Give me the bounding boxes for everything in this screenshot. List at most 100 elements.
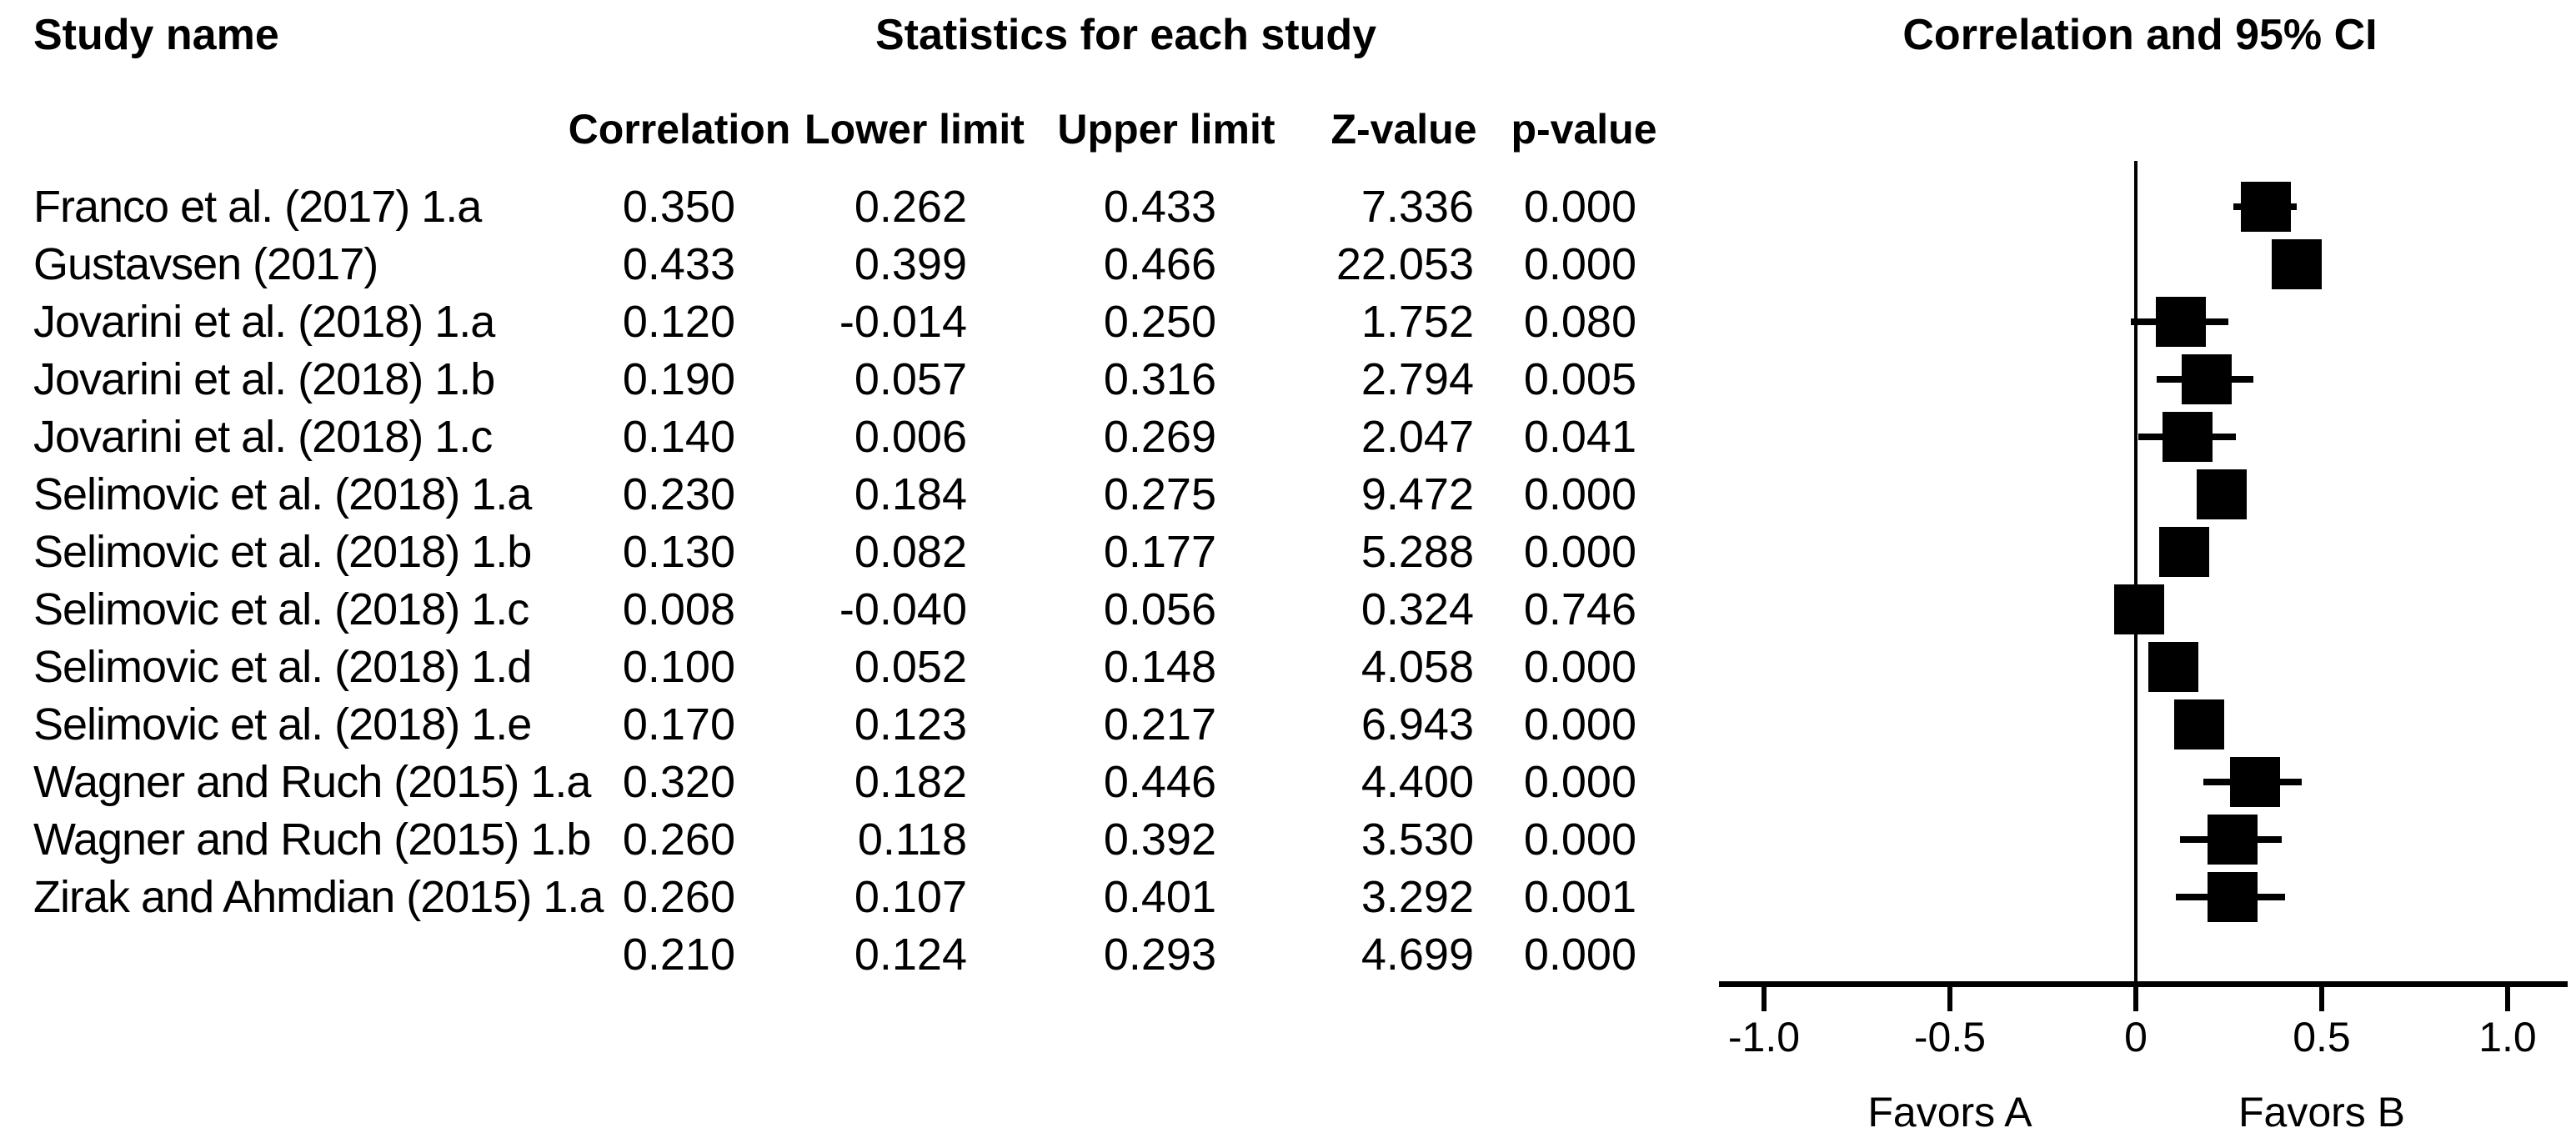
- point-estimate-square: [2163, 412, 2213, 462]
- statistics-section-title: Statistics for each study: [875, 11, 1377, 59]
- correlation-value: 0.350: [622, 182, 735, 232]
- column-header-p-value: p-value: [1511, 106, 1657, 153]
- correlation-value: 0.130: [622, 527, 735, 577]
- summary-row: 0.210 0.124 0.293 4.699 0.000: [0, 926, 1709, 983]
- z-value: 4.699: [1361, 930, 1474, 980]
- p-value: 0.000: [1523, 239, 1636, 289]
- lower-limit-value: 0.124: [854, 930, 967, 980]
- table-row: Wagner and Ruch (2015) 1.b 0.260 0.118 0…: [0, 811, 1709, 868]
- zero-reference-line: [2134, 161, 2137, 984]
- x-axis-tick: [2319, 984, 2324, 1011]
- p-value: 0.000: [1523, 815, 1636, 865]
- lower-limit-value: 0.082: [854, 527, 967, 577]
- p-value: 0.000: [1523, 757, 1636, 807]
- lower-limit-value: 0.107: [854, 872, 967, 922]
- table-row: Gustavsen (2017) 0.433 0.399 0.466 22.05…: [0, 236, 1709, 293]
- table-row: Jovarini et al. (2018) 1.c 0.140 0.006 0…: [0, 409, 1709, 465]
- correlation-value: 0.190: [622, 354, 735, 404]
- table-row: Selimovic et al. (2018) 1.d 0.100 0.052 …: [0, 639, 1709, 695]
- column-header-z-value: Z-value: [1331, 106, 1477, 153]
- upper-limit-value: 0.269: [1103, 412, 1216, 462]
- study-name: Wagner and Ruch (2015) 1.b: [33, 815, 591, 865]
- table-row: Zirak and Ahmdian (2015) 1.a 0.260 0.107…: [0, 869, 1709, 925]
- x-axis-tick-label: 0: [2124, 1014, 2148, 1060]
- table-row: Wagner and Ruch (2015) 1.a 0.320 0.182 0…: [0, 754, 1709, 810]
- p-value: 0.000: [1523, 642, 1636, 692]
- x-axis-tick-label: 1.0: [2478, 1014, 2537, 1060]
- x-axis-tick: [1947, 984, 1952, 1011]
- point-estimate-square: [2241, 182, 2292, 232]
- upper-limit-value: 0.056: [1103, 584, 1216, 634]
- point-estimate-square: [2272, 239, 2323, 289]
- correlation-value: 0.170: [622, 699, 735, 749]
- z-value: 4.400: [1361, 757, 1474, 807]
- p-value: 0.005: [1523, 354, 1636, 404]
- z-value: 0.324: [1361, 584, 1474, 634]
- study-name: Jovarini et al. (2018) 1.b: [33, 354, 495, 404]
- column-header-lower-limit: Lower limit: [804, 106, 1025, 153]
- upper-limit-value: 0.466: [1103, 239, 1216, 289]
- table-row: Selimovic et al. (2018) 1.a 0.230 0.184 …: [0, 466, 1709, 523]
- study-name: Selimovic et al. (2018) 1.c: [33, 584, 529, 634]
- p-value: 0.000: [1523, 930, 1636, 980]
- p-value: 0.000: [1523, 469, 1636, 519]
- table-row: Jovarini et al. (2018) 1.a 0.120 -0.014 …: [0, 293, 1709, 350]
- favors-b-label: Favors B: [2238, 1089, 2406, 1135]
- study-name: Zirak and Ahmdian (2015) 1.a: [33, 872, 604, 922]
- lower-limit-value: 0.262: [854, 182, 967, 232]
- upper-limit-value: 0.217: [1103, 699, 1216, 749]
- table-row: Franco et al. (2017) 1.a 0.350 0.262 0.4…: [0, 178, 1709, 235]
- correlation-value: 0.100: [622, 642, 735, 692]
- z-value: 7.336: [1361, 182, 1474, 232]
- study-name: Gustavsen (2017): [33, 239, 378, 289]
- correlation-value: 0.320: [622, 757, 735, 807]
- p-value: 0.001: [1523, 872, 1636, 922]
- point-estimate-square: [2113, 584, 2164, 634]
- z-value: 3.292: [1361, 872, 1474, 922]
- point-estimate-square: [2181, 354, 2232, 404]
- point-estimate-square: [2148, 642, 2198, 692]
- upper-limit-value: 0.446: [1103, 757, 1216, 807]
- z-value: 9.472: [1361, 469, 1474, 519]
- upper-limit-value: 0.148: [1103, 642, 1216, 692]
- point-estimate-square: [2196, 469, 2247, 519]
- study-name: Selimovic et al. (2018) 1.a: [33, 469, 532, 519]
- correlation-value: 0.120: [622, 297, 735, 347]
- z-value: 4.058: [1361, 642, 1474, 692]
- p-value: 0.080: [1523, 297, 1636, 347]
- z-value: 3.530: [1361, 815, 1474, 865]
- correlation-value: 0.210: [622, 930, 735, 980]
- correlation-value: 0.008: [622, 584, 735, 634]
- point-estimate-square: [2229, 757, 2280, 807]
- lower-limit-value: 0.184: [854, 469, 967, 519]
- study-name: Selimovic et al. (2018) 1.e: [33, 699, 532, 749]
- x-axis-tick-label: -0.5: [1913, 1014, 1987, 1060]
- lower-limit-value: 0.399: [854, 239, 967, 289]
- table-row: Selimovic et al. (2018) 1.b 0.130 0.082 …: [0, 524, 1709, 580]
- favors-a-label: Favors A: [1867, 1089, 2032, 1135]
- study-name: Jovarini et al. (2018) 1.c: [33, 412, 493, 462]
- point-estimate-square: [2207, 815, 2258, 865]
- study-name-column-title: Study name: [33, 11, 279, 59]
- column-header-correlation: Correlation: [568, 106, 791, 153]
- point-estimate-square: [2207, 872, 2258, 922]
- study-name: Wagner and Ruch (2015) 1.a: [33, 757, 591, 807]
- x-axis-tick: [1762, 984, 1767, 1011]
- point-estimate-square: [2158, 527, 2209, 577]
- z-value: 22.053: [1336, 239, 1474, 289]
- correlation-value: 0.260: [622, 815, 735, 865]
- upper-limit-value: 0.316: [1103, 354, 1216, 404]
- upper-limit-value: 0.250: [1103, 297, 1216, 347]
- study-name: Jovarini et al. (2018) 1.a: [33, 297, 495, 347]
- upper-limit-value: 0.433: [1103, 182, 1216, 232]
- table-row: Selimovic et al. (2018) 1.e 0.170 0.123 …: [0, 696, 1709, 753]
- lower-limit-value: 0.118: [857, 815, 967, 865]
- correlation-value: 0.230: [622, 469, 735, 519]
- plot-section-title: Correlation and 95% CI: [1902, 11, 2378, 59]
- upper-limit-value: 0.275: [1103, 469, 1216, 519]
- z-value: 2.047: [1361, 412, 1474, 462]
- x-axis-tick-label: -1.0: [1727, 1014, 1801, 1060]
- table-row: Jovarini et al. (2018) 1.b 0.190 0.057 0…: [0, 351, 1709, 408]
- upper-limit-value: 0.177: [1103, 527, 1216, 577]
